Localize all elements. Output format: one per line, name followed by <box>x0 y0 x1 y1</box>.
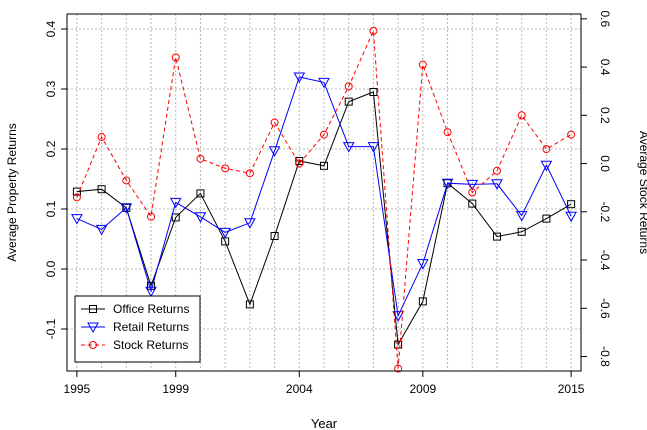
data-point-retail-returns <box>540 160 553 172</box>
series-line-stock-returns <box>76 30 572 369</box>
data-point-stock-returns <box>567 130 576 139</box>
data-point-stock-returns <box>196 154 205 163</box>
y-right-tick-label: -0.6 <box>598 298 612 319</box>
data-point-office-returns <box>418 297 427 306</box>
y-left-tick-label: -0.1 <box>44 318 58 339</box>
data-point-office-returns <box>369 88 378 96</box>
x-tick-label: 2009 <box>409 382 436 396</box>
data-point-office-returns <box>344 97 353 106</box>
data-point-office-returns <box>295 157 304 165</box>
y-right-tick-label: 0.0 <box>598 155 612 172</box>
y-right-tick-label: -0.2 <box>598 201 612 222</box>
data-point-office-returns <box>394 340 403 349</box>
data-point-stock-returns <box>394 364 403 373</box>
data-point-office-returns <box>171 213 180 222</box>
data-point-stock-returns <box>418 60 427 69</box>
data-point-retail-returns <box>367 142 380 153</box>
data-point-office-returns <box>72 187 81 196</box>
data-point-stock-returns <box>171 53 180 62</box>
data-point-retail-returns <box>491 179 503 190</box>
data-point-retail-returns <box>244 218 256 229</box>
data-point-stock-returns <box>245 169 254 178</box>
legend-marker-stock-returns <box>89 341 97 349</box>
y-left-tick-label: 0.3 <box>44 80 58 97</box>
y-axis-right-label: Average Stock Returns <box>637 131 647 254</box>
data-point-retail-returns <box>318 77 330 89</box>
y-left-tick-label: 0.4 <box>44 20 58 37</box>
data-point-retail-returns <box>268 146 281 157</box>
data-point-retail-returns <box>441 178 454 190</box>
data-point-office-returns <box>270 232 279 240</box>
data-point-office-returns <box>492 232 501 241</box>
x-tick-label: 2015 <box>558 382 585 396</box>
data-point-stock-returns <box>320 130 328 139</box>
data-point-retail-returns <box>565 211 577 223</box>
data-point-retail-returns <box>219 227 232 239</box>
data-point-stock-returns <box>492 166 501 175</box>
data-point-stock-returns <box>270 118 279 127</box>
data-point-stock-returns <box>147 212 156 221</box>
data-point-retail-returns <box>194 212 207 223</box>
data-point-stock-returns <box>221 164 230 173</box>
data-point-retail-returns <box>145 286 157 298</box>
data-point-stock-returns <box>542 145 551 154</box>
x-tick-label: 2004 <box>286 382 313 396</box>
data-point-office-returns <box>517 227 526 236</box>
legend-marker-retail-returns <box>87 322 99 334</box>
legend-label-retail-returns: Retail Returns <box>113 320 189 334</box>
data-point-retail-returns <box>95 224 108 236</box>
data-point-office-returns <box>567 200 576 209</box>
data-point-retail-returns <box>416 259 429 270</box>
y-left-tick-label: 0.0 <box>44 260 58 277</box>
legend: Office Returns Retail Returns Stock Return… <box>74 295 201 363</box>
data-point-stock-returns <box>97 133 106 142</box>
data-point-office-returns <box>245 300 254 309</box>
data-point-stock-returns <box>369 26 378 35</box>
data-point-retail-returns <box>515 211 528 222</box>
y-left-tick-label: 0.2 <box>44 140 58 157</box>
y-right-tick-label: 0.2 <box>598 107 612 124</box>
y-left-tick-label: 0.1 <box>44 200 58 217</box>
series-stock-returns <box>72 26 576 373</box>
data-point-office-returns <box>542 214 551 223</box>
legend-box <box>74 295 201 363</box>
y-right-tick-label: -0.4 <box>598 250 612 271</box>
data-point-retail-returns <box>466 179 479 191</box>
x-tick-label: 1995 <box>64 382 91 396</box>
data-point-retail-returns <box>71 214 83 225</box>
legend-marker-office-returns <box>89 305 97 313</box>
data-point-stock-returns <box>122 176 131 185</box>
axes: 1995 1999 2004 2009 2015 -0.1 0.0 0.1 0.2 0.3 0.4 -… <box>44 10 612 396</box>
data-point-stock-returns <box>517 111 526 120</box>
y-right-tick-label: -0.8 <box>598 346 612 367</box>
data-point-office-returns <box>97 185 106 194</box>
data-point-retail-returns <box>293 72 306 84</box>
data-point-retail-returns <box>342 142 355 153</box>
series-retail-returns <box>71 72 577 322</box>
data-point-stock-returns <box>295 159 304 168</box>
data-point-office-returns <box>320 161 328 170</box>
legend-label-office-returns: Office Returns <box>113 302 189 316</box>
y-right-tick-label: 0.6 <box>598 10 612 27</box>
data-point-stock-returns <box>344 82 353 91</box>
series-layer <box>71 26 577 373</box>
data-point-retail-returns <box>169 197 182 209</box>
y-axis-left-label: Average Property Returns <box>5 123 19 262</box>
data-point-office-returns <box>196 189 205 198</box>
data-point-stock-returns <box>72 193 81 202</box>
x-axis-label: Year <box>311 416 338 430</box>
y-right-tick-label: 0.4 <box>598 59 612 76</box>
data-point-retail-returns <box>120 203 133 214</box>
data-point-office-returns <box>468 199 477 208</box>
data-point-retail-returns <box>392 311 404 322</box>
data-point-stock-returns <box>443 128 452 137</box>
x-tick-label: 1999 <box>162 382 189 396</box>
legend-label-stock-returns: Stock Returns <box>113 338 188 352</box>
data-point-stock-returns <box>468 188 477 197</box>
series-line-retail-returns <box>76 76 572 318</box>
plot-frame <box>66 13 582 372</box>
